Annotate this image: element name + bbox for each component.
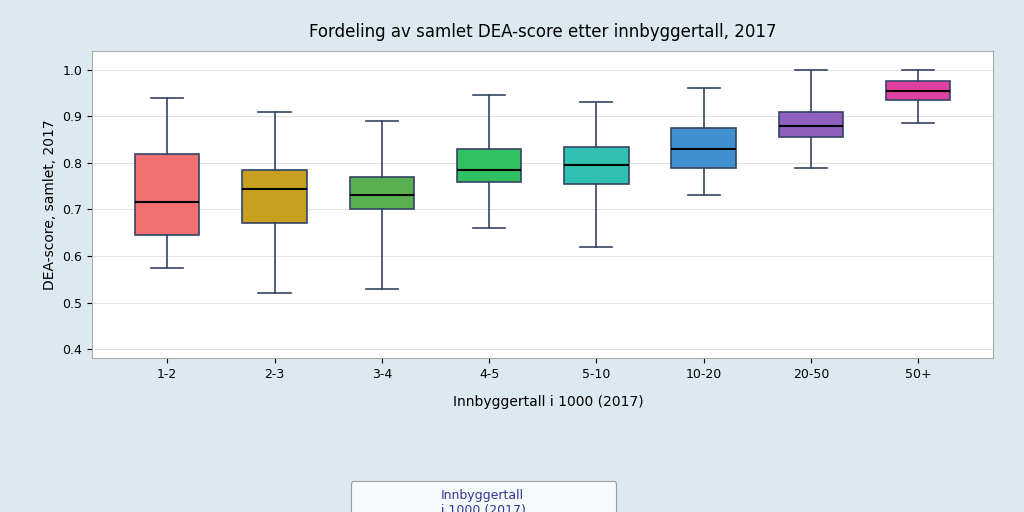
PathPatch shape <box>672 128 736 167</box>
PathPatch shape <box>886 81 950 100</box>
Text: Innbyggertall i 1000 (2017): Innbyggertall i 1000 (2017) <box>453 395 643 409</box>
PathPatch shape <box>135 154 200 235</box>
Legend: 1-2, 3-4, 5-10, 20-50, 2-3, 4-5, 10-20, 50+: 1-2, 3-4, 5-10, 20-50, 2-3, 4-5, 10-20, … <box>351 481 616 512</box>
PathPatch shape <box>243 170 307 223</box>
Title: Fordeling av samlet DEA-score etter innbyggertall, 2017: Fordeling av samlet DEA-score etter innb… <box>309 24 776 41</box>
PathPatch shape <box>564 146 629 184</box>
PathPatch shape <box>457 149 521 182</box>
Y-axis label: DEA-score, samlet, 2017: DEA-score, samlet, 2017 <box>43 119 57 290</box>
PathPatch shape <box>778 112 843 137</box>
PathPatch shape <box>349 177 414 209</box>
